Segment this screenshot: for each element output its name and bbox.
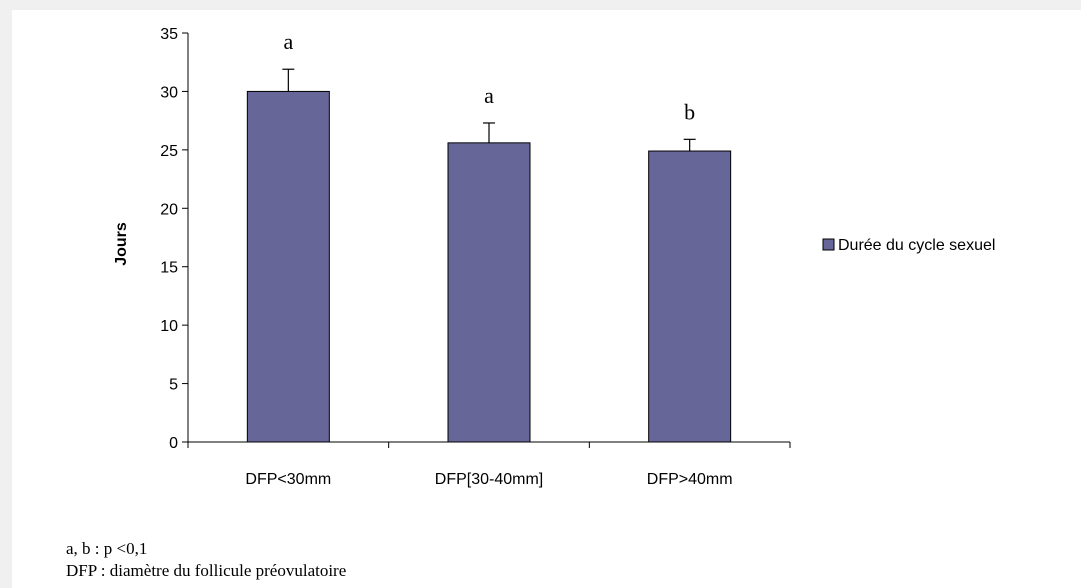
x-tick-label: DFP<30mm [245, 471, 331, 488]
chart-frame: 0 5 10 15 20 25 30 35 a DFP<30mm a DFP[30-40mm] b DF… [12, 10, 1081, 588]
legend-label: Durée du cycle sexuel [838, 237, 995, 254]
significance-label: a [484, 83, 494, 108]
bars [246, 68, 732, 443]
significance-label: b [684, 99, 695, 124]
bar [246, 90, 330, 443]
abbreviation-note: DFP : diamètre du follicule préovulatoir… [66, 561, 347, 580]
y-tick-label: 20 [160, 201, 178, 218]
legend: Durée du cycle sexuel [822, 237, 995, 254]
y-tick-label: 10 [160, 318, 178, 335]
bar-chart: 0 5 10 15 20 25 30 35 a DFP<30mm a DFP[30-40mm] b DF… [113, 26, 995, 488]
y-tick-label: 30 [160, 84, 178, 101]
x-tick-label: DFP>40mm [647, 471, 733, 488]
chart-notes: a, b : p <0,1 DFP : diamètre du follicul… [66, 538, 346, 582]
y-tick-label: 15 [160, 260, 178, 277]
y-tick-label: 35 [160, 26, 178, 43]
significance-label: a [283, 29, 293, 54]
x-tick-label: DFP[30-40mm] [435, 471, 543, 488]
y-tick-label: 5 [169, 377, 178, 394]
labels: a DFP<30mm a DFP[30-40mm] b DFP>40mm [245, 29, 732, 488]
y-tick-label: 0 [169, 435, 178, 452]
y-tick-label: 25 [160, 143, 178, 160]
significance-note: a, b : p <0,1 [66, 539, 148, 558]
bar [447, 142, 531, 443]
bar [648, 150, 732, 443]
y-axis-label: Jours [113, 222, 130, 266]
legend-swatch [822, 238, 835, 251]
